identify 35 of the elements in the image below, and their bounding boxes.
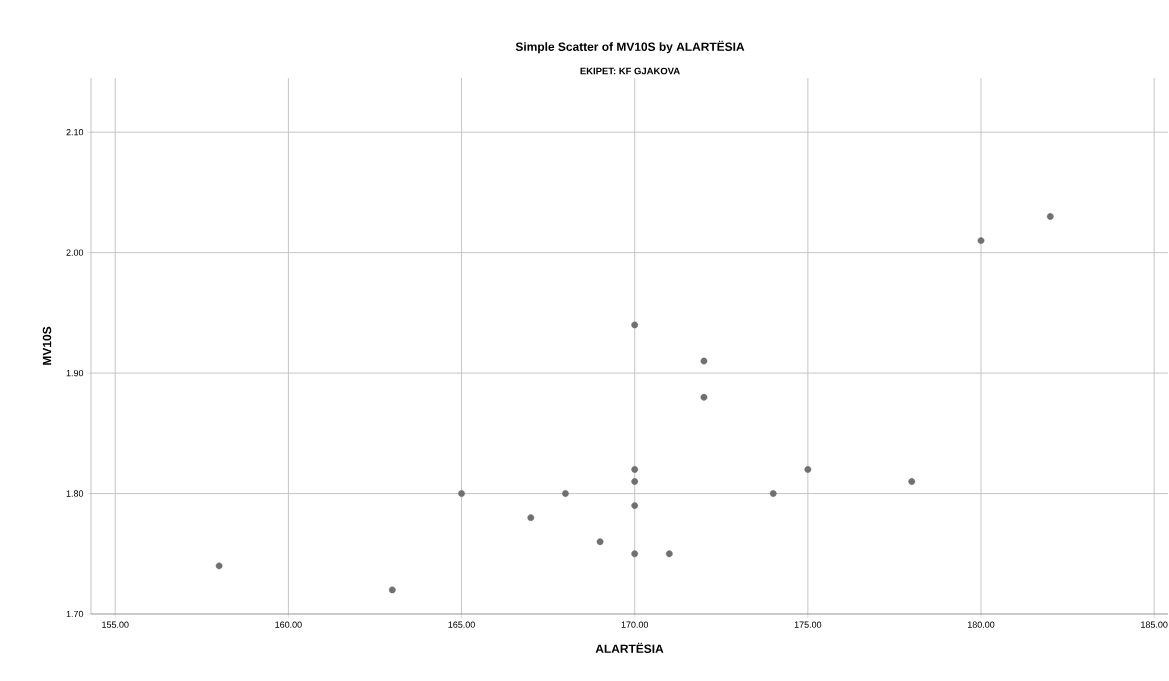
point [631, 502, 639, 509]
x-tick-label: 165.00 [448, 621, 475, 628]
x-tick-label: 170.00 [621, 621, 649, 628]
point [1046, 213, 1054, 220]
point [527, 514, 535, 522]
x-tick-label: 175.00 [794, 621, 822, 628]
y-tick-label: 1.90 [66, 369, 84, 377]
point [631, 478, 639, 485]
point [631, 321, 639, 329]
point [769, 490, 777, 497]
point [700, 357, 708, 365]
point [977, 237, 985, 244]
point [458, 490, 465, 497]
chart-subtitle: EKIPET: KF GJAKOVA [580, 67, 680, 75]
y-tick-label: 2.10 [66, 129, 84, 136]
point [804, 466, 812, 473]
x-axis-title: ALARTËSIA [595, 642, 664, 653]
point [700, 393, 708, 401]
x-tick-label: 180.00 [967, 621, 995, 628]
point [388, 586, 396, 594]
y-tick-label: 1.70 [66, 610, 84, 618]
x-tick-label: 185.00 [1141, 621, 1168, 628]
x-tick-label: 160.00 [275, 621, 302, 628]
chart-title: Simple Scatter of MV10S by ALARTËSIA [515, 40, 745, 54]
point [631, 550, 639, 558]
point [631, 466, 639, 473]
x-tick-label: 155.00 [102, 621, 129, 628]
y-axis-title: MV10S [42, 326, 52, 365]
point [665, 550, 673, 558]
point [562, 490, 569, 497]
y-tick-label: 2.00 [66, 249, 84, 256]
y-tick-label: 1.80 [66, 490, 84, 497]
point [596, 538, 604, 546]
point [215, 562, 223, 570]
point [908, 478, 916, 485]
